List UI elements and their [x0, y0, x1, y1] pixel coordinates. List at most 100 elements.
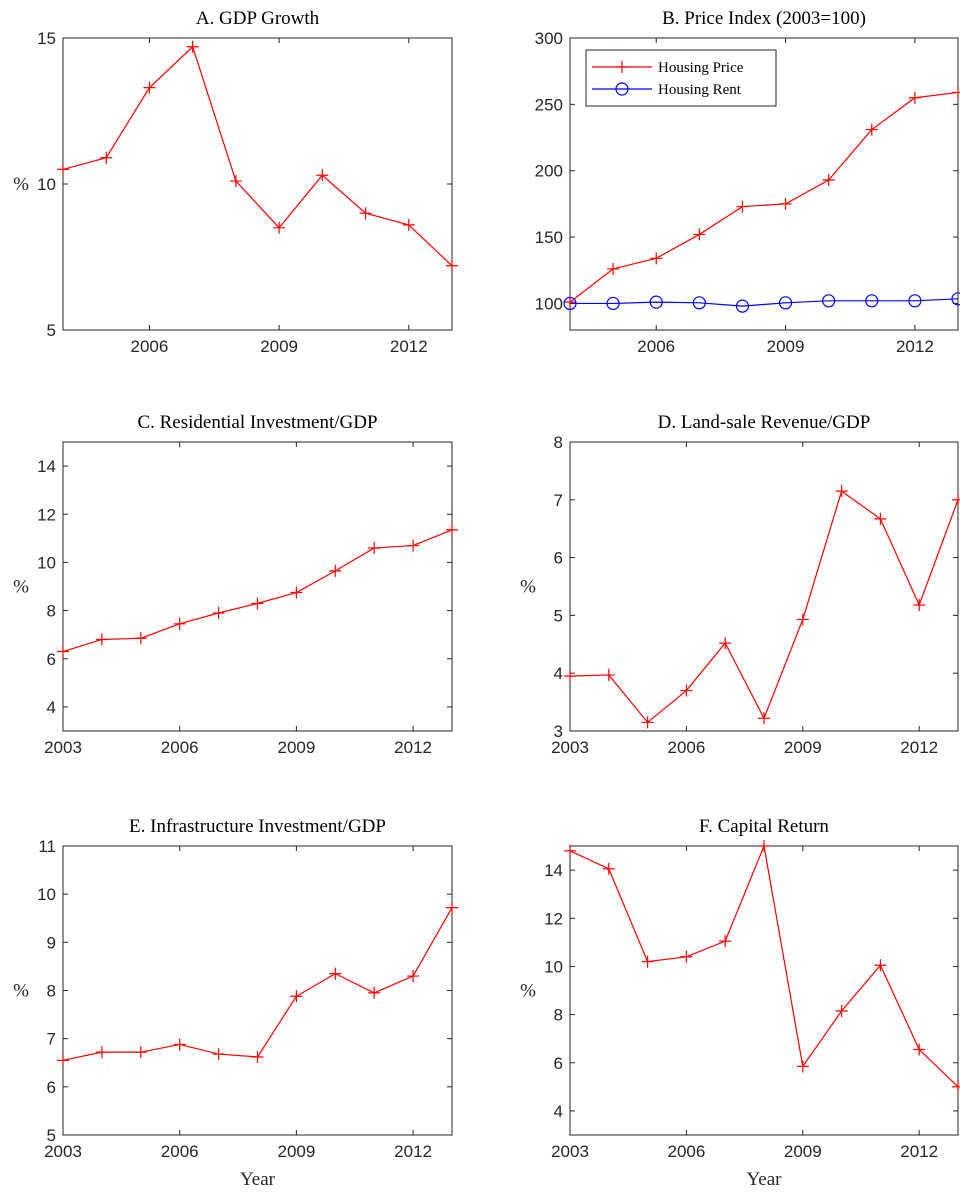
marker	[822, 294, 836, 308]
x-tick-label: 2012	[900, 1142, 938, 1161]
panel-title: A. GDP Growth	[196, 8, 320, 29]
marker	[57, 1054, 69, 1067]
y-tick-label: 8	[554, 1006, 563, 1025]
x-axis-label: Year	[240, 1169, 276, 1190]
marker	[564, 844, 576, 857]
x-tick-label: 2009	[277, 1142, 315, 1161]
x-tick-label: 2009	[784, 1142, 822, 1161]
marker	[680, 950, 693, 963]
y-tick-label: 4	[554, 1102, 563, 1121]
marker	[778, 296, 793, 310]
y-axis-label: %	[13, 174, 29, 195]
marker	[641, 716, 654, 729]
y-axis-label: %	[13, 577, 29, 598]
marker	[602, 862, 615, 875]
y-tick-label: 250	[535, 95, 563, 114]
y-tick-label: 11	[38, 837, 56, 856]
marker	[564, 296, 576, 309]
marker	[251, 597, 264, 610]
marker	[952, 1080, 960, 1093]
marker	[446, 259, 458, 272]
y-tick-label: 12	[37, 505, 56, 524]
plot-area	[62, 845, 453, 1136]
x-tick-label: 2006	[161, 1142, 199, 1161]
panel-title: E. Infrastructure Investment/GDP	[129, 816, 386, 837]
legend-marker	[615, 82, 629, 96]
y-tick-label: 7	[554, 491, 563, 510]
y-tick-label: 3	[554, 722, 563, 741]
x-tick-label: 2003	[551, 1142, 589, 1161]
y-tick-label: 7	[47, 1030, 56, 1049]
y-tick-label: 100	[535, 294, 563, 313]
marker	[95, 633, 108, 646]
marker	[95, 1046, 108, 1059]
marker	[134, 632, 147, 645]
y-tick-label: 4	[47, 698, 56, 717]
y-tick-label: 10	[544, 957, 563, 976]
marker	[368, 541, 381, 554]
marker	[641, 955, 654, 968]
panel: D. Land-sale Revenue/GDP 2003 2006 2009 2012…	[520, 412, 960, 757]
panel: F. Capital Return 2003 2006 2009 2012 4 6 8 10 12…	[520, 816, 960, 1190]
marker	[951, 292, 960, 306]
marker	[359, 207, 372, 220]
marker	[736, 200, 749, 213]
marker	[290, 990, 303, 1003]
marker	[212, 606, 225, 619]
panel-title: D. Land-sale Revenue/GDP	[658, 412, 871, 433]
marker	[693, 228, 706, 241]
legend-marker	[616, 61, 628, 73]
x-tick-label: 2012	[394, 738, 432, 757]
marker	[779, 197, 792, 210]
marker	[329, 967, 342, 980]
panel: B. Price Index (2003=100) 2006 2009 2012 100…	[535, 8, 960, 356]
marker	[719, 935, 732, 948]
marker	[212, 1048, 225, 1061]
marker	[865, 294, 879, 308]
y-tick-label: 6	[47, 650, 56, 669]
y-tick-label: 14	[544, 861, 563, 880]
marker	[913, 1043, 926, 1056]
y-axis-label: %	[520, 981, 536, 1002]
marker	[835, 1004, 848, 1017]
marker	[908, 91, 921, 104]
marker	[563, 296, 577, 311]
plot-area	[62, 37, 453, 331]
y-tick-label: 10	[37, 885, 56, 904]
marker	[602, 668, 615, 681]
x-tick-label: 2012	[896, 337, 934, 356]
y-tick-label: 9	[47, 933, 56, 952]
y-tick-label: 150	[535, 228, 563, 247]
panel: E. Infrastructure Investment/GDP 2003 2006…	[13, 816, 458, 1190]
marker	[186, 40, 199, 53]
marker	[874, 959, 887, 972]
y-tick-label: 4	[554, 664, 563, 683]
marker	[329, 564, 342, 577]
x-tick-label: 2006	[667, 738, 705, 757]
marker	[606, 296, 620, 311]
panel-title: F. Capital Return	[699, 816, 829, 837]
marker	[908, 294, 922, 308]
y-tick-label: 6	[554, 1054, 563, 1073]
y-tick-label: 5	[47, 1126, 56, 1145]
marker	[368, 986, 381, 999]
panel-title: B. Price Index (2003=100)	[662, 8, 866, 29]
marker	[680, 684, 693, 697]
y-tick-label: 5	[47, 321, 56, 340]
marker	[407, 539, 420, 552]
x-tick-label: 2009	[767, 337, 805, 356]
x-tick-label: 2006	[131, 337, 169, 356]
y-tick-label: 12	[544, 909, 563, 928]
marker	[446, 523, 458, 536]
marker	[692, 296, 706, 310]
y-tick-label: 10	[37, 553, 56, 572]
legend-label: Housing Rent	[658, 82, 742, 98]
plot-area	[569, 441, 959, 732]
x-tick-label: 2009	[784, 738, 822, 757]
marker	[100, 151, 113, 164]
marker	[865, 123, 878, 136]
marker	[758, 712, 770, 725]
y-tick-label: 6	[47, 1078, 56, 1097]
y-axis-label: %	[13, 981, 29, 1002]
marker	[822, 174, 835, 187]
